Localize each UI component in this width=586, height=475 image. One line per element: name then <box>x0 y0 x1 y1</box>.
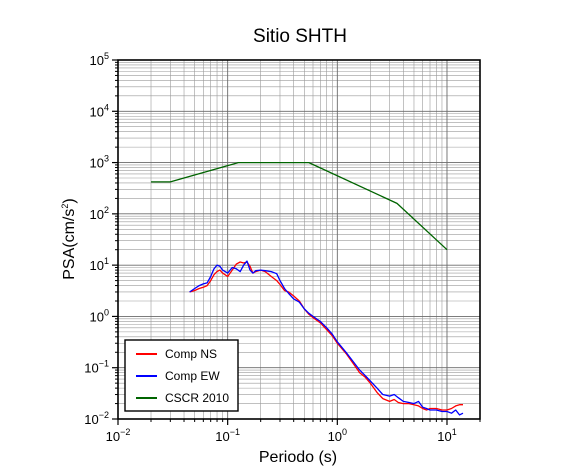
x-axis-title: Periodo (s) <box>259 449 337 466</box>
y-tick-label: 10−1 <box>84 359 109 376</box>
x-tick-label: 10−1 <box>215 427 240 444</box>
y-tick-label: 101 <box>90 256 109 273</box>
x-tick-label: 10−2 <box>106 427 131 444</box>
chart-title: Sitio SHTH <box>253 26 347 47</box>
y-axis-title: PSA(cm/s2) <box>60 198 78 279</box>
y-tick-label: 10−2 <box>84 410 109 427</box>
y-tick-label: 104 <box>90 102 109 119</box>
x-tick-labels: 10−2 10−1 100 101 <box>106 427 457 444</box>
axis-ticks <box>112 59 481 425</box>
legend: Comp NS Comp EW CSCR 2010 <box>124 339 239 412</box>
legend-label-ns: Comp NS <box>165 347 217 361</box>
plot-frame <box>117 59 481 420</box>
series-line-cscr-2010 <box>151 161 448 251</box>
y-tick-labels: 10−2 10−1 100 101 102 103 104 105 <box>84 51 109 427</box>
legend-label-cscr: CSCR 2010 <box>165 391 229 405</box>
x-tick-label: 100 <box>328 427 347 444</box>
series-lines <box>151 161 464 416</box>
y-tick-label: 102 <box>90 205 109 222</box>
legend-label-ew: Comp EW <box>165 369 220 383</box>
series-line-comp-ew <box>189 260 464 416</box>
y-tick-label: 105 <box>90 51 109 68</box>
y-tick-label: 103 <box>90 154 109 171</box>
series-line-comp-ns <box>189 261 463 411</box>
x-tick-label: 101 <box>437 427 456 444</box>
grid-minor <box>118 60 481 419</box>
y-tick-label: 100 <box>90 307 109 324</box>
